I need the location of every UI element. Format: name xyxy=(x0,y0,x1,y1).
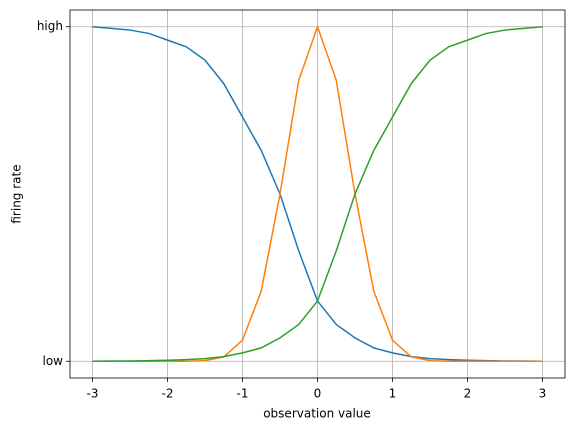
x-tick-label: 0 xyxy=(314,387,322,401)
y-tick-label: high xyxy=(37,19,63,33)
line-series xyxy=(92,24,543,363)
x-tick-label: 2 xyxy=(464,387,472,401)
x-axis-label: observation value xyxy=(263,407,371,421)
y-tick-label: low xyxy=(43,354,64,368)
y-axis-label: firing rate xyxy=(10,164,24,223)
x-tick-label: 3 xyxy=(539,387,547,401)
line-series xyxy=(92,25,543,363)
x-tick-label: -3 xyxy=(87,387,99,401)
plot-frame xyxy=(69,9,566,379)
x-tick-label: 1 xyxy=(389,387,397,401)
x-tick-label: -2 xyxy=(162,387,174,401)
x-tick-label: -1 xyxy=(237,387,249,401)
